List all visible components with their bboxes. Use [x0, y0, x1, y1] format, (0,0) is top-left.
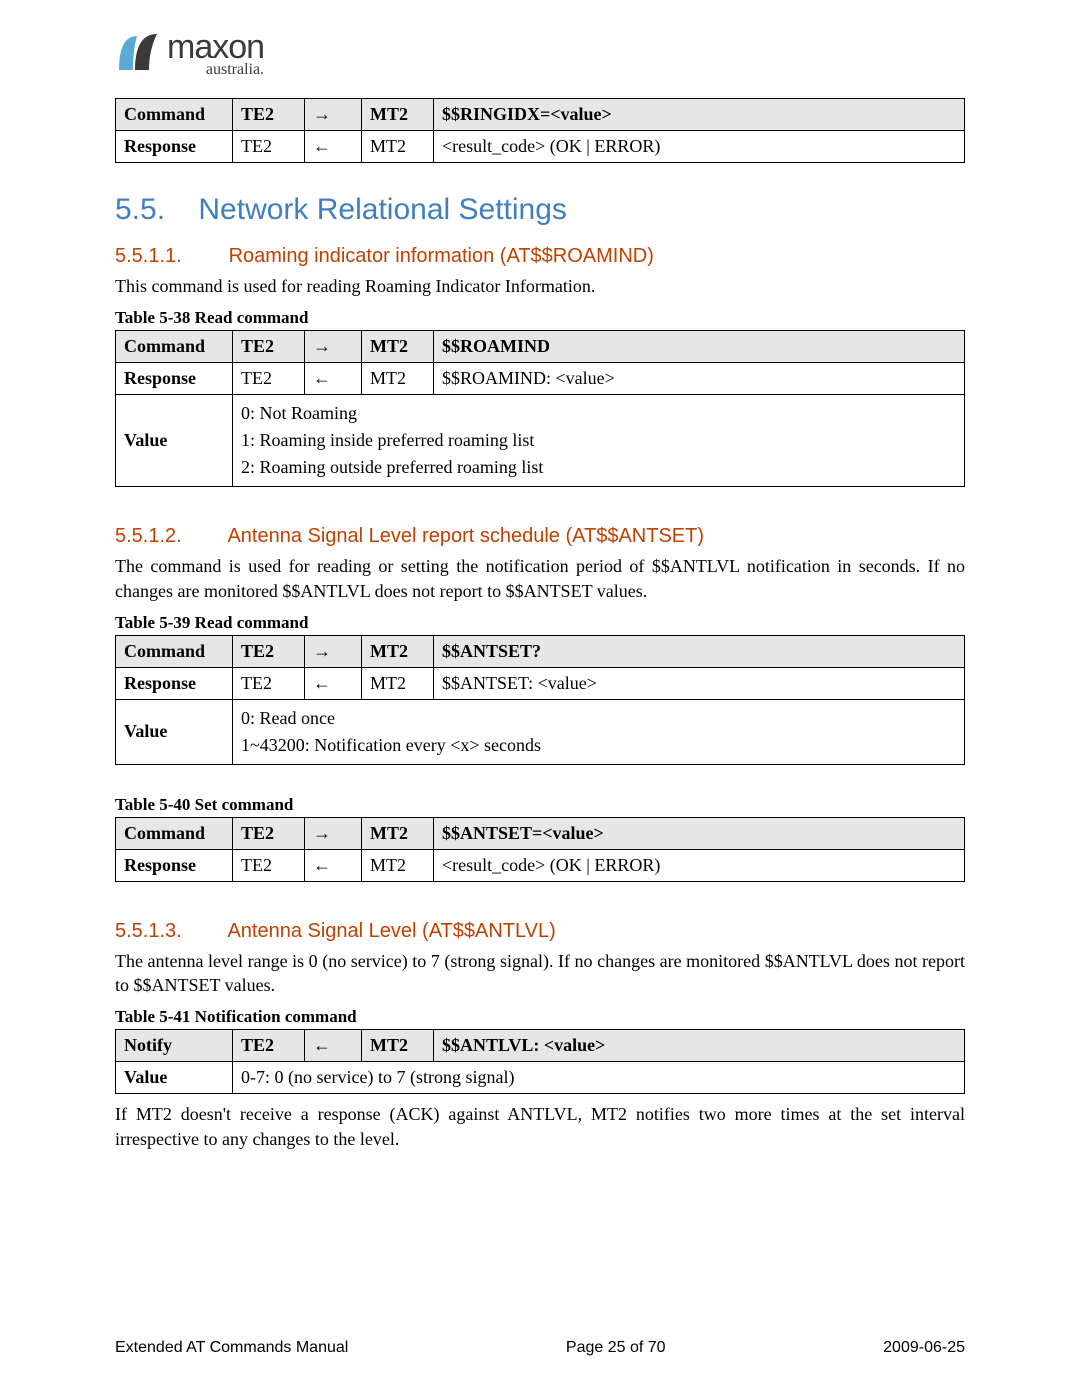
cell-payload: $$ANTLVL: <value> [434, 1030, 965, 1062]
section-title: Network Relational Settings [198, 193, 567, 226]
cell-payload: $$RINGIDX=<value> [434, 99, 965, 131]
table-caption: Table 5-41 Notification command [115, 1007, 965, 1027]
cell-label: Command [116, 331, 233, 363]
cell-te2: TE2 [233, 667, 305, 699]
logo-word: maxon [167, 30, 264, 64]
subsection-number: 5.5.1.1. [115, 245, 223, 268]
subsection-number: 5.5.1.2. [115, 525, 223, 548]
cell-te2: TE2 [233, 131, 305, 163]
cell-te2: TE2 [233, 331, 305, 363]
value-option: 0: Not Roaming [241, 400, 956, 427]
table-caption: Table 5-39 Read command [115, 613, 965, 633]
value-option: 0: Read once [241, 705, 956, 732]
cell-payload: $$ANTSET=<value> [434, 817, 965, 849]
arrow-right-icon: → [305, 635, 362, 667]
arrow-left-icon: ← [305, 849, 362, 881]
cell-te2: TE2 [233, 849, 305, 881]
subsection-number: 5.5.1.3. [115, 920, 223, 943]
cell-payload: <result_code> (OK | ERROR) [434, 849, 965, 881]
paragraph: If MT2 doesn't receive a response (ACK) … [115, 1102, 965, 1151]
arrow-left-icon: ← [305, 667, 362, 699]
subsection-title: Roaming indicator information (AT$$ROAMI… [229, 245, 654, 267]
cell-te2: TE2 [233, 363, 305, 395]
cell-label: Notify [116, 1030, 233, 1062]
cell-mt2: MT2 [362, 667, 434, 699]
paragraph: The command is used for reading or setti… [115, 554, 965, 603]
cell-mt2: MT2 [362, 363, 434, 395]
cell-payload: $$ANTSET: <value> [434, 667, 965, 699]
cell-label: Response [116, 131, 233, 163]
table-antlvl: Notify TE2 ← MT2 $$ANTLVL: <value> Value… [115, 1029, 965, 1094]
cell-label: Response [116, 363, 233, 395]
logo-icon [115, 30, 161, 76]
cell-mt2: MT2 [362, 817, 434, 849]
cell-te2: TE2 [233, 635, 305, 667]
cell-label: Response [116, 849, 233, 881]
cell-payload: $$ANTSET? [434, 635, 965, 667]
cell-payload: <result_code> (OK | ERROR) [434, 131, 965, 163]
subsection-heading-antlvl: 5.5.1.3. Antenna Signal Level (AT$$ANTLV… [115, 920, 965, 943]
table-caption: Table 5-40 Set command [115, 795, 965, 815]
cell-te2: TE2 [233, 1030, 305, 1062]
section-heading: 5.5. Network Relational Settings [115, 193, 965, 227]
table-roamind: Command TE2 → MT2 $$ROAMIND Response TE2… [115, 330, 965, 487]
footer-right: 2009-06-25 [883, 1339, 965, 1357]
footer-center: Page 25 of 70 [566, 1339, 666, 1357]
cell-mt2: MT2 [362, 1030, 434, 1062]
cell-values: 0: Read once 1~43200: Notification every… [233, 699, 965, 764]
footer-left: Extended AT Commands Manual [115, 1339, 348, 1357]
subsection-heading-antset: 5.5.1.2. Antenna Signal Level report sch… [115, 525, 965, 548]
table-antset-read: Command TE2 → MT2 $$ANTSET? Response TE2… [115, 635, 965, 765]
table-antset-set: Command TE2 → MT2 $$ANTSET=<value> Respo… [115, 817, 965, 882]
value-option: 1~43200: Notification every <x> seconds [241, 732, 956, 759]
arrow-right-icon: → [305, 817, 362, 849]
cell-mt2: MT2 [362, 131, 434, 163]
paragraph: This command is used for reading Roaming… [115, 274, 965, 298]
cell-value-label: Value [116, 699, 233, 764]
subsection-title: Antenna Signal Level report schedule (AT… [227, 525, 704, 547]
cell-label: Command [116, 817, 233, 849]
cell-te2: TE2 [233, 99, 305, 131]
arrow-left-icon: ← [305, 1030, 362, 1062]
value-option: 1: Roaming inside preferred roaming list [241, 427, 956, 454]
cell-payload: $$ROAMIND: <value> [434, 363, 965, 395]
arrow-left-icon: ← [305, 363, 362, 395]
value-option: 2: Roaming outside preferred roaming lis… [241, 454, 956, 481]
subsection-title: Antenna Signal Level (AT$$ANTLVL) [227, 920, 555, 942]
arrow-left-icon: ← [305, 131, 362, 163]
cell-value-label: Value [116, 1062, 233, 1094]
cell-label: Response [116, 667, 233, 699]
page-footer: Extended AT Commands Manual Page 25 of 7… [115, 1339, 965, 1357]
table-ringidx: Command TE2 → MT2 $$RINGIDX=<value> Resp… [115, 98, 965, 163]
cell-te2: TE2 [233, 817, 305, 849]
arrow-right-icon: → [305, 99, 362, 131]
cell-mt2: MT2 [362, 849, 434, 881]
subsection-heading-roamind: 5.5.1.1. Roaming indicator information (… [115, 245, 965, 268]
cell-values: 0: Not Roaming 1: Roaming inside preferr… [233, 395, 965, 487]
paragraph: The antenna level range is 0 (no service… [115, 949, 965, 998]
cell-value-label: Value [116, 395, 233, 487]
cell-label: Command [116, 99, 233, 131]
brand-logo: maxon australia. [115, 30, 965, 78]
logo-sub: australia. [167, 62, 264, 78]
cell-mt2: MT2 [362, 331, 434, 363]
cell-value-text: 0-7: 0 (no service) to 7 (strong signal) [233, 1062, 965, 1094]
cell-payload: $$ROAMIND [434, 331, 965, 363]
arrow-right-icon: → [305, 331, 362, 363]
table-caption: Table 5-38 Read command [115, 308, 965, 328]
cell-mt2: MT2 [362, 99, 434, 131]
cell-label: Command [116, 635, 233, 667]
section-number: 5.5. [115, 193, 165, 226]
cell-mt2: MT2 [362, 635, 434, 667]
